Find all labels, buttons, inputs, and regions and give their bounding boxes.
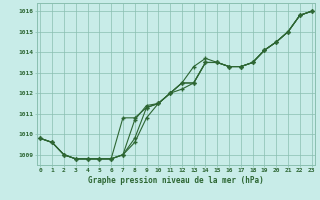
X-axis label: Graphe pression niveau de la mer (hPa): Graphe pression niveau de la mer (hPa)	[88, 176, 264, 185]
